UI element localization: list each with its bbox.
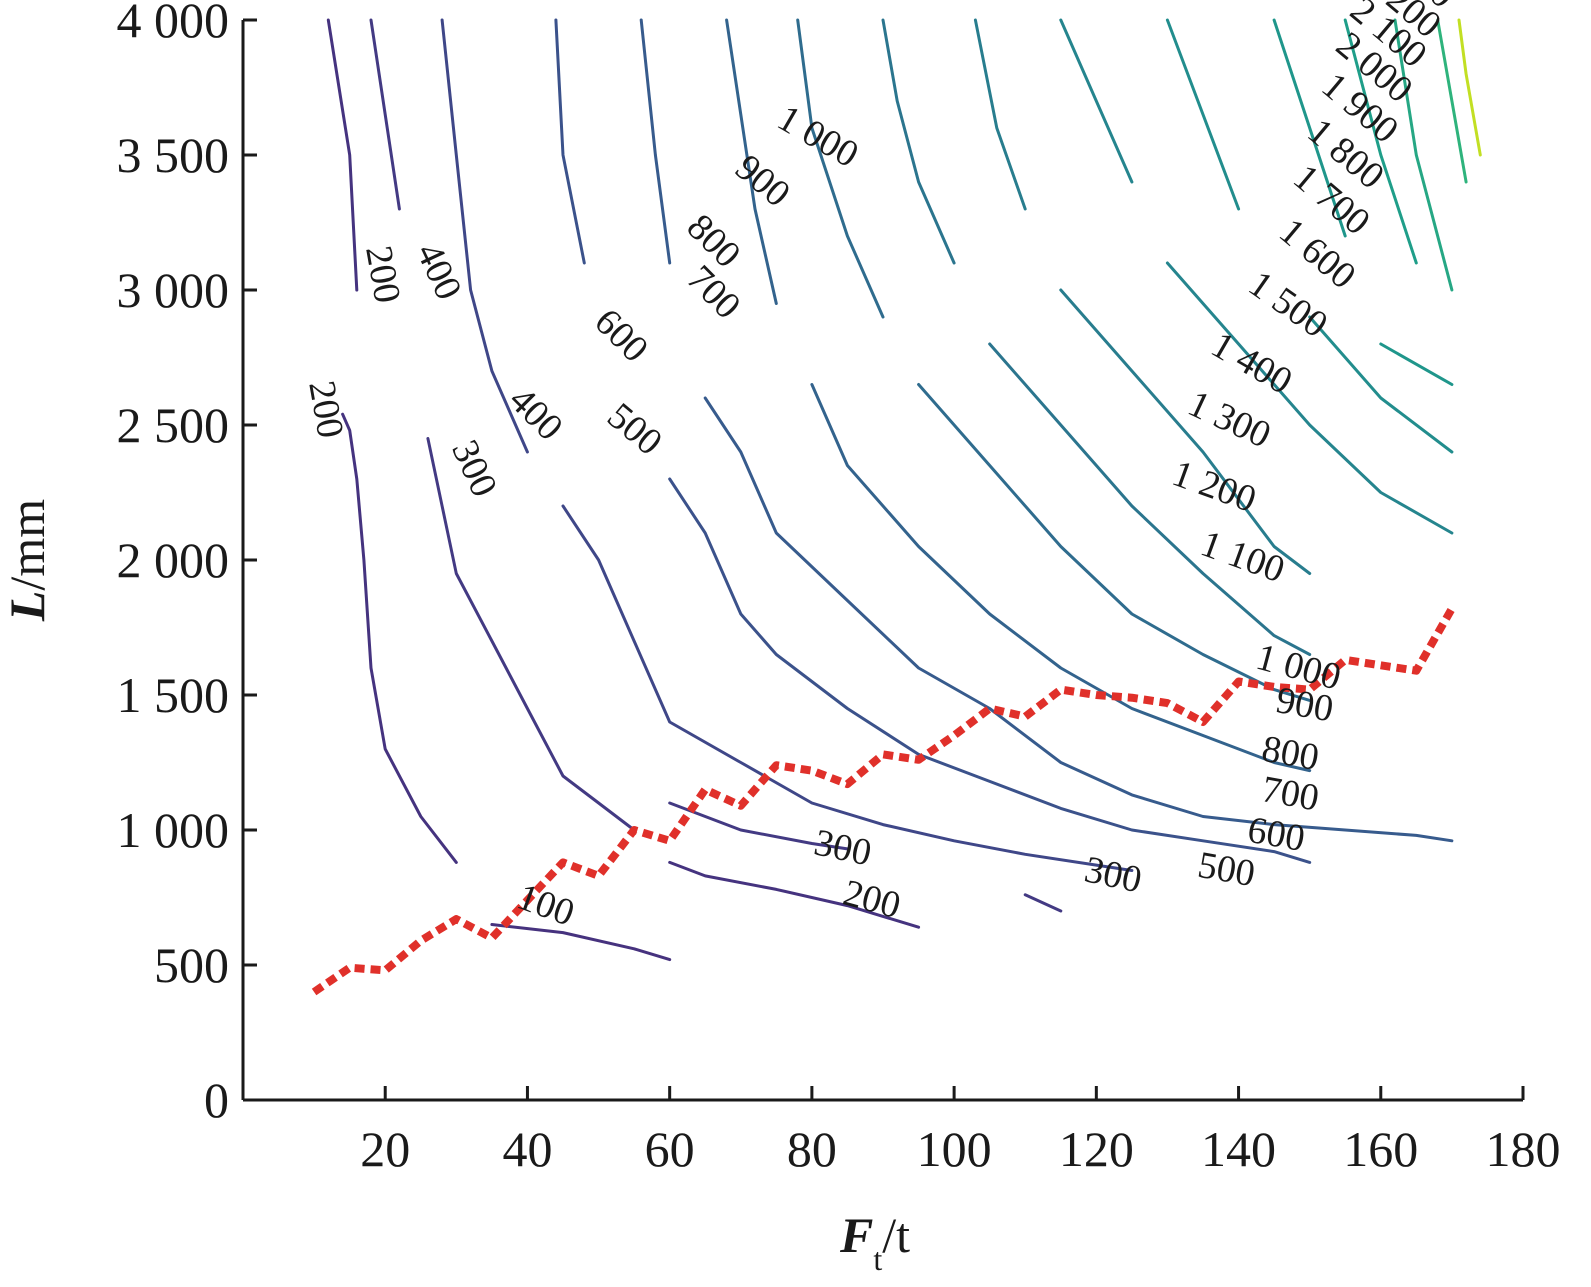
contour-line-300 — [369, 18, 401, 211]
x-tick-label: 120 — [1059, 1121, 1134, 1177]
y-tick-label: 1 000 — [117, 802, 230, 858]
contour-line-1200 — [1308, 315, 1454, 454]
x-tick-label: 100 — [917, 1121, 992, 1177]
contour-line-500 — [554, 18, 586, 265]
y-axis-ticks: 0 500 1 000 1 500 2 000 2 500 3 000 3 500 4 000 — [117, 0, 257, 1128]
x-axis-title: Ft/t — [839, 1207, 910, 1277]
y-tick-label: 0 — [204, 1072, 229, 1128]
y-tick-label: 3 500 — [117, 127, 230, 183]
contour-label: 200 — [839, 872, 905, 927]
contour-line-900 — [881, 18, 956, 265]
contour-label: 800 — [679, 206, 749, 276]
contour-line-1200 — [1165, 18, 1241, 211]
contour-line-100 — [490, 923, 672, 962]
y-axis-title-main: L — [0, 591, 55, 623]
contour-line-200 — [668, 860, 921, 929]
contour-label: 400 — [408, 237, 470, 306]
contour-line-1500 — [1393, 18, 1454, 292]
contour-label: 700 — [1259, 768, 1322, 819]
contour-line-600 — [703, 396, 1454, 843]
contour-label: 300 — [443, 434, 505, 503]
contour-label: 500 — [599, 395, 670, 464]
optimal-line-layer — [311, 606, 1456, 996]
contour-label: 600 — [586, 301, 656, 371]
contour-label: 800 — [1259, 728, 1322, 779]
contour-line-1300 — [1272, 18, 1347, 238]
y-tick-label: 4 000 — [117, 0, 230, 48]
contour-line-700 — [725, 18, 778, 305]
x-tick-label: 80 — [787, 1121, 837, 1177]
contour-line-1600 — [1436, 18, 1468, 184]
x-tick-label: 60 — [645, 1121, 695, 1177]
contour-label: 900 — [1273, 679, 1336, 730]
contour-line-1100 — [1059, 18, 1134, 184]
contour-label: 1 200 — [1167, 452, 1262, 521]
contour-line-200 — [326, 18, 359, 292]
contour-label: 300 — [1081, 848, 1145, 901]
x-axis-title-sub: t — [873, 1241, 882, 1277]
x-tick-label: 160 — [1343, 1121, 1418, 1177]
contour-line-300 — [1023, 893, 1063, 913]
optimal-line — [311, 606, 1456, 996]
x-axis-title-main: F — [839, 1207, 873, 1263]
x-tick-label: 40 — [502, 1121, 552, 1177]
contour-label: 600 — [1244, 809, 1307, 860]
y-axis-title-unit: /mm — [0, 499, 55, 591]
contour-label: 200 — [357, 243, 408, 306]
contour-line-300 — [426, 437, 636, 832]
contour-line-1000 — [973, 18, 1027, 211]
contour-line-1100 — [1165, 261, 1454, 535]
y-axis-title: L/mm — [0, 499, 55, 622]
contour-line-700 — [810, 383, 1312, 773]
contour-label: 500 — [1195, 844, 1258, 895]
y-tick-label: 2 000 — [117, 532, 230, 588]
contour-label: 100 — [512, 876, 580, 935]
y-tick-label: 1 500 — [117, 667, 230, 723]
y-tick-label: 3 000 — [117, 262, 230, 318]
x-tick-label: 140 — [1201, 1121, 1276, 1177]
x-tick-label: 180 — [1486, 1121, 1561, 1177]
contour-line-2000 — [1457, 18, 1482, 157]
contour-label: 200 — [300, 378, 351, 441]
contour-line-200 — [341, 412, 458, 864]
contour-label: 400 — [501, 379, 571, 449]
contour-line-400 — [440, 18, 529, 454]
y-tick-label: 500 — [154, 937, 229, 993]
contour-line-1300 — [1379, 342, 1454, 386]
contour-line-300 — [668, 801, 849, 851]
x-axis-ticks: 20 40 60 80 100 120 140 160 180 — [360, 1086, 1561, 1177]
x-axis-title-unit: /t — [882, 1207, 910, 1263]
contour-line-400 — [561, 504, 1134, 872]
contour-layer — [326, 18, 1482, 962]
contour-line-1000 — [1059, 288, 1312, 575]
contour-line-500 — [668, 477, 1312, 864]
contour-label: 900 — [727, 147, 798, 216]
contour-label: 300 — [811, 821, 875, 874]
x-tick-label: 20 — [360, 1121, 410, 1177]
contour-line-600 — [639, 18, 672, 265]
contour-line-800 — [796, 18, 885, 319]
contour-label: 1 000 — [770, 97, 865, 176]
contour-line-800 — [917, 383, 1312, 702]
contour-line-1400 — [1343, 18, 1418, 265]
y-tick-label: 2 500 — [117, 397, 230, 453]
contour-line-900 — [988, 342, 1312, 656]
